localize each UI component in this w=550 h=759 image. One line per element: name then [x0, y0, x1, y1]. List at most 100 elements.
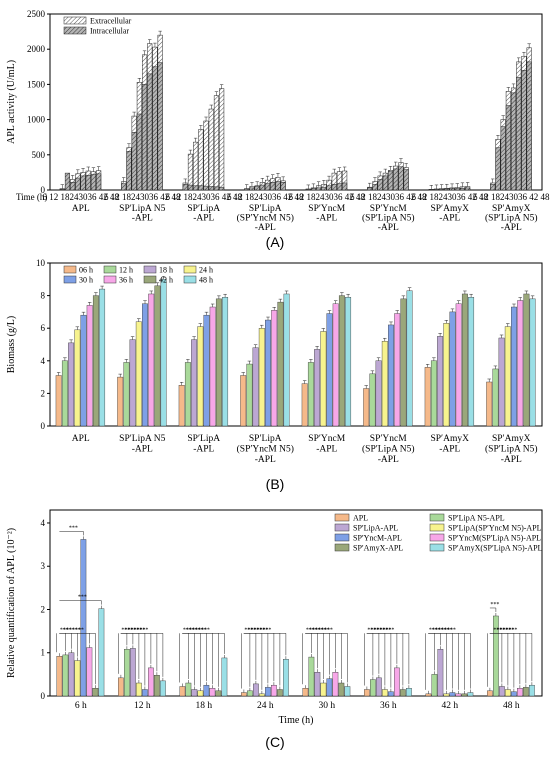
panel-c-xtick-label: 24 h — [257, 701, 274, 711]
panel-a-group-label: -APL — [132, 214, 153, 224]
panel-a-xlabel: Time (h) — [16, 192, 47, 202]
panel-a-bar-intracellular — [259, 184, 265, 191]
panel-b-legend-label: 12 h — [119, 266, 133, 275]
panel-b-group-label: -APL — [193, 445, 214, 455]
panel-b-bar — [68, 342, 75, 427]
panel-a-legend-swatch-intracellular — [63, 26, 87, 35]
panel-c-significance: *** — [385, 627, 394, 633]
panel-a-bar-extracellular — [213, 95, 219, 191]
panel-c-significance: *** — [321, 627, 330, 633]
panel-a-legend-swatch-extracellular — [63, 16, 87, 25]
panel-c-bar — [431, 674, 438, 697]
panel-c-significance: *** — [502, 627, 511, 633]
panel-b-bar — [240, 375, 247, 427]
panel-c-significance: *** — [309, 627, 318, 633]
panel-b-group-label: -APL — [316, 445, 337, 455]
panel-c-significance: *** — [136, 627, 145, 633]
panel-a-bar-intracellular — [526, 61, 532, 191]
panel-c-significance: *** — [244, 627, 253, 633]
panel-c-legend-label: SP′LipA(SP′YncM N5)-APL — [448, 524, 542, 533]
panel-a-ytick-label: 1500 — [27, 79, 46, 89]
panel-a-bar-intracellular — [198, 185, 204, 191]
panel-c-xtick-label: 36 h — [380, 701, 397, 711]
panel-c-bar — [338, 682, 345, 697]
panel-a-time-ticks: 6 12 18243036 42 48 — [289, 192, 366, 202]
panel-c-legend-label: SP′AmyX-APL — [353, 544, 403, 553]
panel-b-bar — [486, 381, 493, 427]
panel-b-group-label: -APL — [378, 455, 399, 465]
panel-a-bar-intracellular — [182, 184, 188, 191]
panel-b-caption: (B) — [266, 476, 285, 492]
panel-a-ytick-label: 2000 — [27, 44, 46, 54]
panel-c-significance: *** — [508, 627, 517, 633]
panel-a-bar-intracellular — [126, 151, 132, 191]
panel-a-bar-intracellular — [187, 184, 193, 191]
panel-a-bar-intracellular — [249, 187, 255, 191]
panel-c-significance: *** — [312, 627, 321, 633]
panel-c-bar — [443, 693, 450, 697]
panel-c-significance: *** — [253, 627, 262, 633]
panel-b-bar — [461, 293, 468, 427]
panel-b-legend-swatch — [143, 265, 157, 274]
panel-b-bar — [86, 305, 93, 427]
panel-a-bar-intracellular — [152, 66, 158, 191]
panel-b-bar — [123, 362, 130, 427]
panel-b-bar — [129, 339, 136, 427]
panel-b-bar — [449, 311, 456, 427]
panel-a-time-ticks: 6 12 18243036 42 48 — [104, 192, 181, 202]
panel-c-bar — [320, 682, 327, 697]
panel-c-bar — [68, 652, 75, 697]
panel-c-legend-swatch — [429, 523, 445, 532]
panel-c-significance: *** — [438, 627, 447, 633]
panel-c-legend-swatch — [429, 533, 445, 542]
panel-a-bar-intracellular — [131, 132, 137, 191]
panel-b-group-label: (SP′YncM N5) — [237, 444, 294, 455]
panel-c-bar — [209, 688, 216, 697]
panel-a-group-label: SP′LipA — [187, 204, 220, 214]
panel-b-bar — [246, 363, 253, 427]
panel-b-bar — [375, 360, 382, 427]
panel-b-legend-swatch — [143, 275, 157, 284]
panel-a-time-ticks: 6 12 18243036 42 48 — [473, 192, 550, 202]
panel-a-bar-intracellular — [203, 185, 209, 191]
panel-c-bar — [136, 682, 142, 697]
panel-a-bar-intracellular — [85, 174, 91, 191]
panel-c-significance: *** — [63, 627, 72, 633]
panel-c-significance: *** — [186, 627, 195, 633]
panel-b-group-label: SP′YncM — [308, 434, 345, 444]
panel-b-ytick-label: 6 — [41, 323, 46, 333]
panel-c-bar — [302, 688, 309, 697]
panel-b-bar — [154, 285, 161, 427]
panel-b-ytick-label: 8 — [41, 291, 46, 301]
panel-b-bar — [511, 306, 517, 427]
panel-c-bar — [529, 684, 535, 697]
panel-a-bar-intracellular — [367, 187, 373, 191]
panel-c-significance: *** — [121, 627, 130, 633]
panel-a-bar-intracellular — [342, 182, 348, 191]
panel-a-bar-extracellular — [219, 88, 225, 191]
panel-b-group-label: (SP′LipA N5) — [485, 444, 538, 455]
panel-a-bar-intracellular — [393, 168, 399, 191]
panel-c-significance: *** — [60, 627, 69, 633]
panel-a-group-label: (SP′LipA N5) — [485, 213, 538, 224]
panel-c-significance: *** — [130, 627, 139, 633]
panel-c-chart: 0 1 2 3 4 Relative quantification of APL (10⁻… — [6, 509, 543, 750]
panel-a-group-label: -APL — [378, 223, 399, 233]
panel-c-significance: *** — [259, 627, 268, 633]
panel-c-xtick-label: 42 h — [441, 701, 458, 711]
panel-c-significance: *** — [493, 627, 502, 633]
panel-a-bar-intracellular — [490, 184, 496, 191]
panel-a-bar-intracellular — [377, 179, 383, 191]
panel-c-legend-label: SP′YncM(SP′LipA N5)-APL — [448, 534, 541, 543]
panel-b-group-label: -APL — [132, 445, 153, 455]
panel-b-frame — [49, 262, 543, 427]
panel-a-ytick-label: 0 — [41, 185, 46, 195]
panel-b-bar — [80, 314, 87, 427]
panel-c-ytick-label: 2 — [41, 604, 46, 614]
panel-c-bar — [118, 677, 124, 697]
panel-a-bar-intracellular — [336, 183, 342, 191]
panel-b-bar — [468, 297, 475, 427]
panel-b-group-label: SP′LipA — [249, 434, 282, 444]
panel-c-significance: *** — [198, 627, 207, 633]
panel-c-bar — [86, 647, 93, 697]
